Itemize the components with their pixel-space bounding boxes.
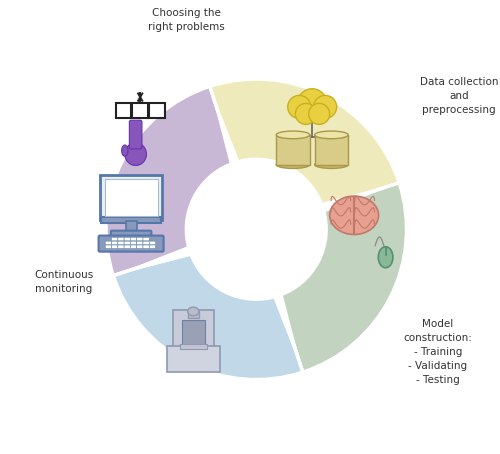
FancyBboxPatch shape bbox=[182, 320, 204, 345]
Circle shape bbox=[296, 104, 316, 124]
FancyBboxPatch shape bbox=[136, 241, 143, 245]
Ellipse shape bbox=[276, 131, 310, 139]
Ellipse shape bbox=[188, 307, 199, 316]
FancyBboxPatch shape bbox=[143, 241, 150, 245]
FancyBboxPatch shape bbox=[173, 311, 214, 351]
Wedge shape bbox=[278, 183, 406, 372]
FancyBboxPatch shape bbox=[104, 179, 158, 216]
Ellipse shape bbox=[125, 143, 146, 165]
Circle shape bbox=[308, 104, 330, 124]
Circle shape bbox=[288, 95, 311, 118]
Polygon shape bbox=[112, 245, 195, 276]
Ellipse shape bbox=[314, 131, 348, 139]
Ellipse shape bbox=[330, 196, 378, 235]
Wedge shape bbox=[210, 79, 399, 207]
FancyBboxPatch shape bbox=[150, 241, 156, 245]
Wedge shape bbox=[114, 251, 302, 380]
Text: Data collection
and
preprocessing: Data collection and preprocessing bbox=[420, 78, 498, 115]
Polygon shape bbox=[318, 182, 401, 214]
FancyBboxPatch shape bbox=[98, 236, 164, 252]
FancyBboxPatch shape bbox=[167, 346, 220, 372]
FancyBboxPatch shape bbox=[116, 103, 131, 118]
Text: Continuous
monitoring: Continuous monitoring bbox=[34, 270, 94, 294]
FancyBboxPatch shape bbox=[105, 241, 112, 245]
FancyBboxPatch shape bbox=[276, 135, 310, 165]
Wedge shape bbox=[106, 86, 234, 276]
Polygon shape bbox=[272, 291, 303, 374]
Ellipse shape bbox=[314, 161, 348, 168]
FancyBboxPatch shape bbox=[112, 245, 118, 248]
FancyBboxPatch shape bbox=[100, 175, 162, 220]
FancyBboxPatch shape bbox=[130, 237, 136, 241]
FancyBboxPatch shape bbox=[132, 103, 148, 118]
FancyBboxPatch shape bbox=[124, 245, 130, 248]
FancyBboxPatch shape bbox=[150, 245, 156, 248]
FancyBboxPatch shape bbox=[180, 344, 206, 350]
Circle shape bbox=[314, 95, 336, 118]
Ellipse shape bbox=[276, 161, 310, 168]
FancyBboxPatch shape bbox=[118, 237, 124, 241]
Polygon shape bbox=[210, 84, 240, 168]
FancyBboxPatch shape bbox=[105, 245, 112, 248]
FancyBboxPatch shape bbox=[136, 245, 143, 248]
FancyBboxPatch shape bbox=[143, 245, 150, 248]
Text: Model
construction:
- Training
- Validating
- Testing: Model construction: - Training - Validat… bbox=[404, 319, 472, 385]
FancyBboxPatch shape bbox=[126, 221, 136, 233]
FancyBboxPatch shape bbox=[118, 245, 124, 248]
FancyBboxPatch shape bbox=[112, 237, 118, 241]
Circle shape bbox=[298, 89, 327, 118]
FancyBboxPatch shape bbox=[136, 237, 143, 241]
Wedge shape bbox=[114, 251, 302, 380]
FancyBboxPatch shape bbox=[124, 237, 130, 241]
FancyBboxPatch shape bbox=[112, 241, 118, 245]
FancyBboxPatch shape bbox=[130, 241, 136, 245]
FancyBboxPatch shape bbox=[111, 231, 152, 238]
FancyBboxPatch shape bbox=[314, 135, 348, 165]
FancyBboxPatch shape bbox=[118, 241, 124, 245]
FancyBboxPatch shape bbox=[143, 237, 150, 241]
Text: Choosing the
right problems: Choosing the right problems bbox=[148, 8, 224, 31]
FancyBboxPatch shape bbox=[130, 120, 142, 149]
FancyBboxPatch shape bbox=[101, 217, 161, 223]
FancyBboxPatch shape bbox=[188, 311, 199, 318]
Polygon shape bbox=[112, 245, 195, 276]
FancyBboxPatch shape bbox=[124, 241, 130, 245]
Ellipse shape bbox=[122, 145, 128, 156]
FancyBboxPatch shape bbox=[130, 245, 136, 248]
FancyBboxPatch shape bbox=[150, 103, 164, 118]
Ellipse shape bbox=[378, 247, 393, 268]
